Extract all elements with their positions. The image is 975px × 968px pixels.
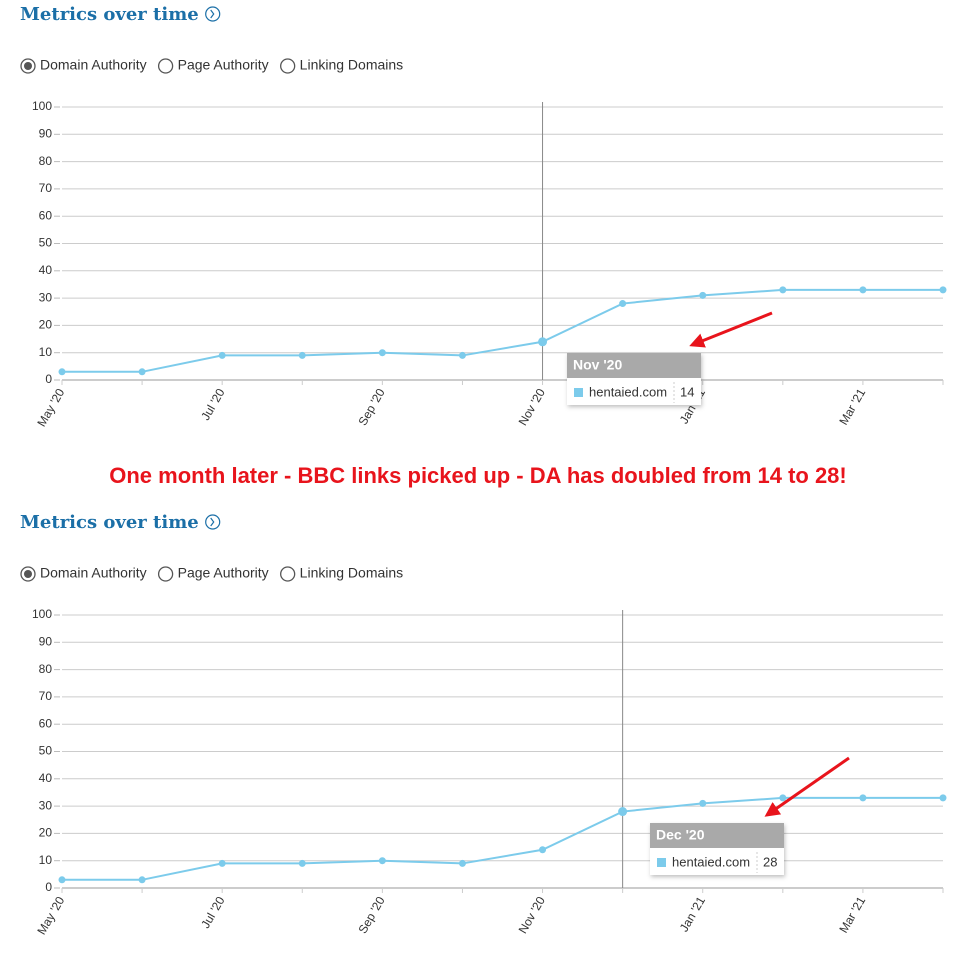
radio-label[interactable]: Domain Authority (40, 57, 147, 73)
data-point (298, 351, 306, 359)
data-point (939, 794, 947, 802)
data-point (539, 846, 547, 854)
info-chevron (210, 9, 215, 19)
tooltip: Dec '20 hentaied.com 28 (650, 823, 784, 875)
tooltip-swatch (574, 388, 583, 397)
y-tick-label: 60 (39, 208, 53, 222)
tooltip-value: 28 (763, 854, 777, 869)
y-tick-label: 60 (39, 716, 53, 730)
x-tick-label: Jul '20 (198, 386, 227, 423)
info-icon (205, 6, 221, 22)
data-point (218, 859, 226, 867)
data-point (779, 794, 787, 802)
data-point (699, 799, 707, 807)
arrow (689, 311, 773, 348)
y-tick-label: 70 (39, 689, 53, 703)
data-point (378, 349, 386, 357)
data-point (538, 337, 548, 347)
radio-label[interactable]: Domain Authority (40, 565, 147, 581)
tooltip-series: hentaied.com (672, 854, 750, 869)
x-tick-label: Mar '21 (836, 386, 868, 428)
radio-button[interactable] (157, 566, 174, 582)
x-tick-label: Jul '20 (198, 894, 227, 931)
x-tick-label: Nov '20 (516, 386, 548, 428)
y-tick-label: 100 (32, 99, 52, 113)
data-point (699, 291, 707, 299)
tooltip-header (650, 823, 784, 848)
y-tick-label: 50 (39, 744, 53, 758)
y-tick-label: 90 (39, 126, 53, 140)
data-point (298, 859, 306, 867)
radio-button[interactable] (157, 58, 174, 74)
annotation: One month later - BBC links picked up - … (109, 463, 847, 488)
y-tick-label: 0 (45, 880, 52, 894)
x-tick-label: Sep '20 (355, 386, 387, 428)
y-tick-label: 40 (39, 263, 53, 277)
radio-dot (24, 62, 32, 70)
x-tick-label: Mar '21 (836, 894, 868, 936)
data-point (618, 807, 628, 817)
section-title: Metrics over time (20, 512, 199, 533)
series-line (62, 796, 943, 881)
radio-dot (24, 570, 32, 578)
info-icon (205, 514, 221, 530)
y-tick-label: 20 (39, 318, 53, 332)
x-tick-label: Nov '20 (516, 894, 548, 936)
radio-button[interactable] (280, 58, 296, 74)
data-point (779, 286, 787, 294)
y-tick-label: 70 (39, 181, 53, 195)
y-tick-label: 50 (39, 236, 53, 250)
y-tick-label: 10 (39, 853, 53, 867)
radio-label[interactable]: Page Authority (178, 565, 269, 581)
data-point (58, 876, 66, 884)
x-tick-label: May '20 (34, 894, 67, 937)
x-tick-label: May '20 (34, 386, 67, 429)
radio-label[interactable]: Page Authority (178, 57, 269, 73)
data-point (58, 368, 66, 376)
data-point (859, 286, 867, 294)
y-tick-label: 10 (39, 345, 53, 359)
data-point (939, 286, 947, 294)
section-title: Metrics over time (20, 4, 199, 25)
y-tick-label: 80 (39, 662, 53, 676)
y-tick-label: 90 (39, 634, 53, 648)
data-point (458, 351, 466, 359)
data-point (619, 300, 627, 308)
x-tick-label: Jan '21 (677, 894, 708, 934)
y-tick-label: 100 (32, 607, 52, 621)
x-tick-label: Sep '20 (355, 894, 387, 936)
y-tick-label: 30 (39, 798, 53, 812)
arrow (764, 756, 850, 817)
tooltip-value: 14 (680, 384, 694, 399)
y-tick-label: 40 (39, 771, 53, 785)
tooltip-header (567, 353, 701, 378)
data-point (859, 794, 867, 802)
tooltip-title: Dec '20 (656, 827, 705, 843)
tooltip-series: hentaied.com (589, 384, 667, 399)
info-chevron (210, 517, 215, 527)
y-tick-label: 80 (39, 154, 53, 168)
data-point (138, 876, 146, 884)
y-tick-label: 30 (39, 290, 53, 304)
tooltip-swatch (657, 858, 666, 867)
data-point (138, 368, 146, 376)
tooltip-title: Nov '20 (573, 357, 622, 373)
y-tick-label: 0 (45, 372, 52, 386)
radio-label[interactable]: Linking Domains (300, 57, 404, 73)
radio-label[interactable]: Linking Domains (300, 565, 404, 581)
radio-button[interactable] (280, 566, 296, 582)
y-tick-label: 20 (39, 826, 53, 840)
data-point (378, 857, 386, 865)
tooltip: Nov '20 hentaied.com 14 (567, 353, 701, 405)
series-line (62, 288, 943, 373)
data-point (458, 859, 466, 867)
data-point (218, 351, 226, 359)
